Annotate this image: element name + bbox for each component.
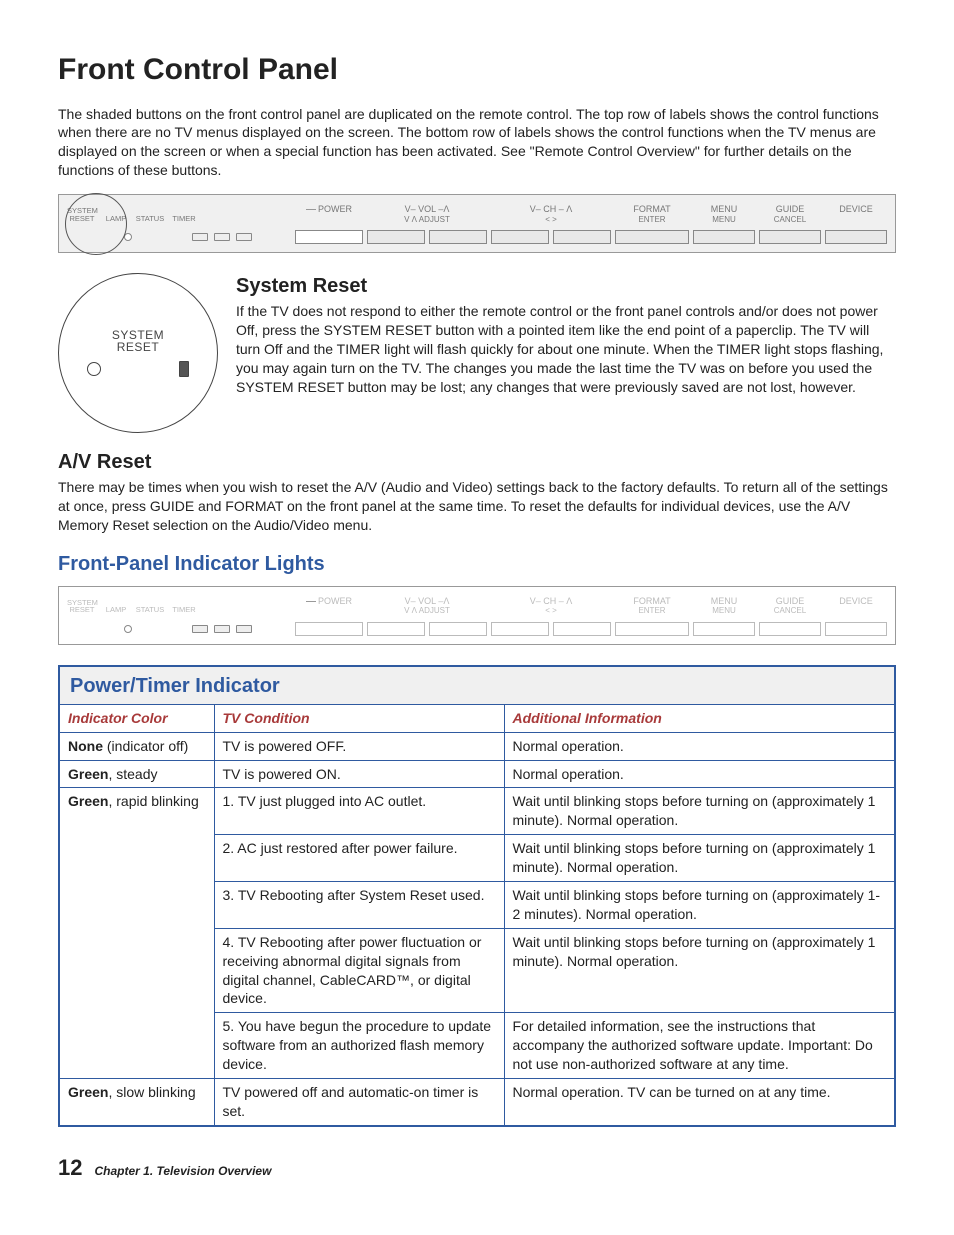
zoom-led xyxy=(179,361,189,377)
table-cell: Wait until blinking stops before turning… xyxy=(504,788,895,835)
status-label: STATUS xyxy=(135,215,165,223)
table-cell: Green, steady xyxy=(59,760,214,788)
zoom-label: SYSTEM RESET xyxy=(83,329,193,353)
av-reset-heading: A/V Reset xyxy=(58,449,896,476)
panel-button-label: V– CH – Λ< > xyxy=(491,204,611,224)
panel-button xyxy=(491,622,549,636)
table-cell: 5. You have begun the procedure to updat… xyxy=(214,1013,504,1079)
chapter-label: Chapter 1. Television Overview xyxy=(94,1163,271,1179)
panel-button-label: V– VOL –ΛV Λ ADJUST xyxy=(367,596,487,616)
zoom-reset-hole xyxy=(87,362,101,376)
table-cell: Wait until blinking stops before turning… xyxy=(504,835,895,882)
panel-button xyxy=(693,622,755,636)
panel-button-label: FORMATENTER xyxy=(615,204,689,224)
panel-button xyxy=(429,622,487,636)
table-cell: TV is powered OFF. xyxy=(214,732,504,760)
page-title: Front Control Panel xyxy=(58,50,896,91)
front-panel-diagram-muted: SYSTEM RESET LAMP STATUS TIMER POWERV– V… xyxy=(58,586,896,645)
panel-button-label: DEVICE xyxy=(825,204,887,224)
table-cell: 1. TV just plugged into AC outlet. xyxy=(214,788,504,835)
table-cell: Wait until blinking stops before turning… xyxy=(504,928,895,1013)
panel-button-label: GUIDECANCEL xyxy=(759,204,821,224)
panel-button[interactable] xyxy=(491,230,549,244)
table-cell: Normal operation. xyxy=(504,732,895,760)
panel-button xyxy=(825,622,887,636)
table-cell: Wait until blinking stops before turning… xyxy=(504,881,895,928)
panel-button[interactable] xyxy=(693,230,755,244)
system-reset-text: If the TV does not respond to either the… xyxy=(236,302,896,396)
table-cell: 3. TV Rebooting after System Reset used. xyxy=(214,881,504,928)
status-led xyxy=(214,625,230,633)
panel-button[interactable] xyxy=(295,230,363,244)
table-cell: 4. TV Rebooting after power fluctuation … xyxy=(214,928,504,1013)
timer-led xyxy=(236,233,252,241)
status-label: STATUS xyxy=(135,606,165,614)
lamp-label: LAMP xyxy=(101,606,131,614)
panel-button xyxy=(295,622,363,636)
panel-button xyxy=(615,622,689,636)
lamp-led xyxy=(192,233,208,241)
panel-button xyxy=(367,622,425,636)
page-number: 12 xyxy=(58,1153,82,1183)
table-header: Indicator Color xyxy=(59,704,214,732)
panel-button xyxy=(759,622,821,636)
table-cell: None (indicator off) xyxy=(59,732,214,760)
sys-reset-label: SYSTEM RESET xyxy=(67,207,97,222)
panel-button[interactable] xyxy=(615,230,689,244)
table-cell: Normal operation. TV can be turned on at… xyxy=(504,1078,895,1125)
panel-button-label: MENUMENU xyxy=(693,596,755,616)
table-header: Additional Information xyxy=(504,704,895,732)
av-reset-text: There may be times when you wish to rese… xyxy=(58,478,896,535)
panel-button[interactable] xyxy=(759,230,821,244)
panel-button-label: POWER xyxy=(295,204,363,224)
status-led xyxy=(214,233,230,241)
table-title: Power/Timer Indicator xyxy=(59,666,895,705)
system-reset-heading: System Reset xyxy=(236,273,896,300)
panel-button[interactable] xyxy=(553,230,611,244)
panel-button[interactable] xyxy=(429,230,487,244)
panel-button-label: GUIDECANCEL xyxy=(759,596,821,616)
sys-reset-label: SYSTEM RESET xyxy=(67,599,97,614)
table-cell: Green, rapid blinking xyxy=(59,788,214,1079)
power-timer-table: Power/Timer Indicator Indicator Color TV… xyxy=(58,665,896,1127)
footer: 12 Chapter 1. Television Overview xyxy=(58,1153,896,1183)
lamp-label: LAMP xyxy=(101,215,131,223)
system-reset-button[interactable] xyxy=(124,233,132,241)
panel-button-label: POWER xyxy=(295,596,363,616)
timer-label: TIMER xyxy=(169,215,199,223)
table-cell: For detailed information, see the instru… xyxy=(504,1013,895,1079)
panel-button-label: V– VOL –ΛV Λ ADJUST xyxy=(367,204,487,224)
table-cell: 2. AC just restored after power failure. xyxy=(214,835,504,882)
panel-button[interactable] xyxy=(825,230,887,244)
intro-text: The shaded buttons on the front control … xyxy=(58,105,896,181)
panel-button-label: MENUMENU xyxy=(693,204,755,224)
panel-button[interactable] xyxy=(367,230,425,244)
panel-button-label: DEVICE xyxy=(825,596,887,616)
front-panel-diagram: SYSTEM RESET LAMP STATUS TIMER POWERV– V… xyxy=(58,194,896,253)
system-reset-button xyxy=(124,625,132,633)
indicator-section-heading: Front-Panel Indicator Lights xyxy=(58,551,896,578)
panel-button-label: FORMATENTER xyxy=(615,596,689,616)
timer-led xyxy=(236,625,252,633)
table-cell: Green, slow blinking xyxy=(59,1078,214,1125)
table-header: TV Condition xyxy=(214,704,504,732)
table-cell: TV is powered ON. xyxy=(214,760,504,788)
system-reset-zoom: SYSTEM RESET xyxy=(58,273,218,433)
table-cell: TV powered off and automatic-on timer is… xyxy=(214,1078,504,1125)
panel-button xyxy=(553,622,611,636)
panel-button-label: V– CH – Λ< > xyxy=(491,596,611,616)
timer-label: TIMER xyxy=(169,606,199,614)
table-cell: Normal operation. xyxy=(504,760,895,788)
lamp-led xyxy=(192,625,208,633)
